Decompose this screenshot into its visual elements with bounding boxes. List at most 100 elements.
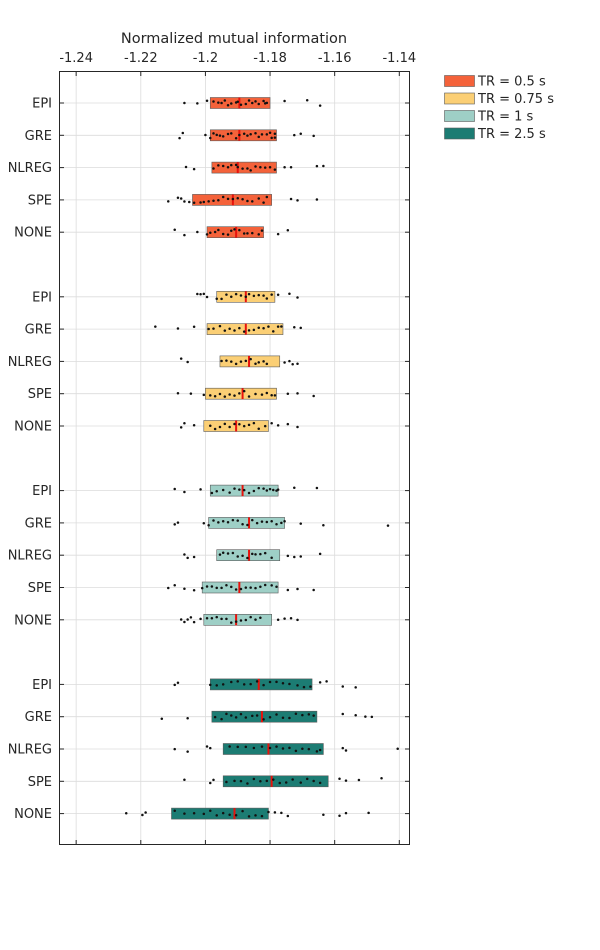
data-point — [241, 523, 244, 526]
legend-swatch — [444, 75, 475, 87]
data-point — [192, 812, 196, 815]
data-point — [312, 588, 315, 592]
data-point — [220, 717, 223, 721]
data-point — [202, 521, 206, 525]
data-point — [246, 232, 249, 235]
data-point — [241, 809, 244, 813]
data-point — [209, 394, 212, 397]
data-point — [167, 200, 170, 203]
data-point — [228, 813, 231, 817]
data-point — [236, 555, 239, 558]
data-point — [217, 164, 220, 167]
data-point — [247, 815, 251, 818]
data-point — [215, 586, 218, 590]
data-point — [215, 814, 218, 817]
data-point — [223, 395, 227, 398]
data-point — [179, 197, 183, 200]
data-point — [357, 778, 361, 782]
data-point — [199, 293, 202, 296]
data-point — [249, 615, 252, 619]
data-point — [270, 584, 273, 587]
data-point — [230, 229, 233, 233]
data-point — [230, 680, 233, 684]
data-point — [238, 392, 241, 395]
data-point — [263, 551, 267, 555]
data-point — [247, 292, 251, 296]
data-point — [252, 421, 256, 425]
data-point — [262, 294, 265, 297]
y-tick-label: SPE — [28, 387, 52, 402]
data-point — [276, 618, 280, 621]
data-point — [309, 685, 312, 688]
x-axis-title: Normalized mutual information — [121, 31, 347, 47]
data-point — [364, 715, 367, 718]
data-point — [220, 359, 223, 363]
data-point — [273, 168, 277, 171]
data-point — [242, 132, 246, 135]
data-point — [259, 780, 262, 783]
data-point — [173, 228, 176, 231]
data-point — [281, 747, 285, 750]
data-point — [270, 393, 273, 397]
data-point — [210, 491, 214, 495]
data-point — [233, 422, 236, 426]
data-point — [220, 617, 223, 621]
data-point — [367, 811, 370, 815]
data-point — [230, 102, 233, 105]
data-point — [262, 360, 265, 363]
data-point — [221, 164, 225, 168]
data-point — [209, 809, 212, 812]
x-tick-label: -1.18 — [253, 51, 287, 66]
data-point — [251, 552, 254, 556]
data-point — [215, 684, 218, 687]
data-point — [318, 681, 322, 684]
data-point — [189, 392, 193, 395]
data-point — [212, 100, 215, 103]
data-point — [221, 683, 225, 686]
data-point — [262, 99, 265, 103]
data-point — [259, 616, 262, 619]
data-point — [251, 101, 254, 105]
data-point — [354, 686, 357, 689]
data-point — [254, 553, 257, 556]
data-point — [293, 325, 296, 329]
legend-swatch — [444, 127, 475, 140]
grid-lines — [60, 72, 409, 844]
data-point — [260, 229, 264, 232]
data-point — [188, 200, 191, 204]
data-point — [218, 425, 222, 429]
data-point — [265, 391, 269, 395]
data-point — [212, 132, 215, 135]
data-point — [212, 167, 215, 170]
data-point — [247, 329, 251, 332]
data-point — [215, 297, 218, 301]
box-iqr — [203, 613, 272, 626]
data-point — [354, 713, 357, 717]
data-point — [176, 681, 180, 684]
data-point — [268, 165, 272, 169]
data-point — [259, 585, 262, 589]
data-point — [202, 812, 206, 816]
data-point — [233, 394, 236, 397]
data-point — [254, 362, 257, 366]
data-point — [322, 164, 325, 168]
data-point — [255, 714, 259, 717]
data-point — [247, 99, 251, 102]
data-point — [296, 296, 299, 299]
y-tick-label: NLREG — [8, 549, 52, 564]
data-point — [293, 133, 296, 137]
data-point — [291, 778, 294, 781]
data-point — [220, 101, 223, 105]
data-point — [254, 131, 257, 135]
data-point — [276, 424, 280, 427]
data-point — [228, 491, 231, 494]
data-point — [225, 712, 228, 716]
data-point — [204, 133, 207, 137]
data-point — [239, 587, 243, 591]
data-point — [202, 200, 206, 204]
data-point — [230, 585, 233, 589]
data-point — [183, 587, 186, 591]
data-point — [238, 488, 241, 491]
data-point — [210, 585, 214, 588]
